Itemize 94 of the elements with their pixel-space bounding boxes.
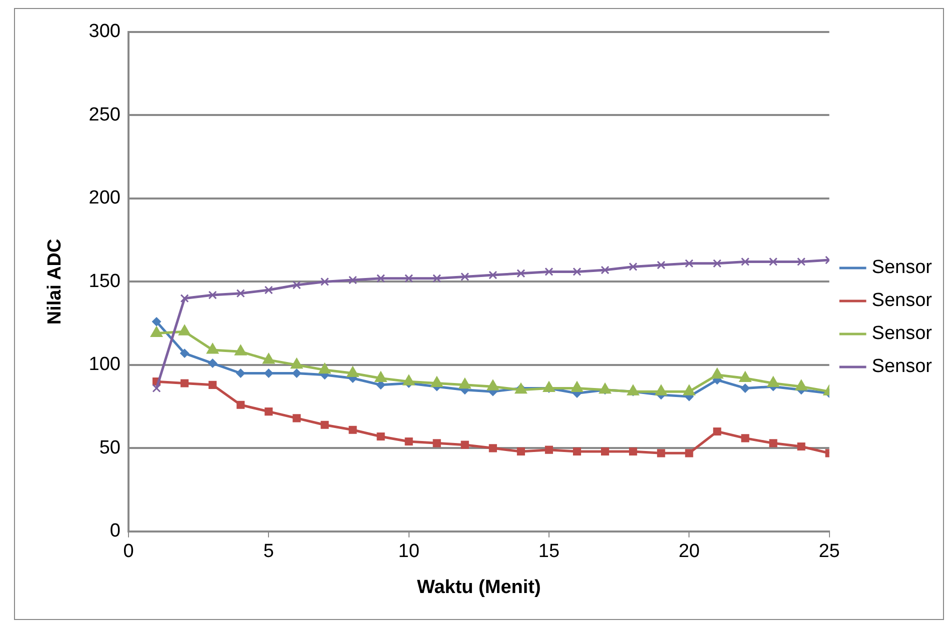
point bbox=[488, 270, 498, 280]
point bbox=[348, 426, 357, 434]
point bbox=[601, 447, 610, 456]
point bbox=[629, 447, 638, 456]
point bbox=[404, 437, 413, 446]
point bbox=[236, 289, 245, 298]
point bbox=[712, 259, 722, 268]
point bbox=[628, 262, 638, 272]
x-tick-label: 0 bbox=[123, 541, 134, 562]
point bbox=[795, 380, 808, 390]
legend-label: Sensor bbox=[872, 257, 933, 278]
y-tick-label: 50 bbox=[99, 437, 120, 458]
point bbox=[180, 294, 189, 303]
x-axis-title: Waktu (Menit) bbox=[416, 576, 541, 598]
point bbox=[656, 260, 666, 270]
x-tick-label: 25 bbox=[818, 541, 840, 562]
point bbox=[376, 274, 386, 283]
x-tick-label: 10 bbox=[398, 541, 420, 562]
point bbox=[570, 381, 584, 392]
y-tick-label: 100 bbox=[88, 354, 120, 376]
point bbox=[404, 274, 414, 283]
point bbox=[180, 379, 189, 388]
point bbox=[152, 384, 161, 393]
point bbox=[264, 286, 273, 294]
point bbox=[460, 272, 470, 281]
point bbox=[598, 382, 612, 394]
point bbox=[488, 444, 497, 452]
point bbox=[544, 267, 554, 276]
point bbox=[739, 371, 752, 382]
point bbox=[713, 427, 722, 436]
point bbox=[683, 384, 696, 396]
x-tick-label: 20 bbox=[678, 541, 700, 562]
point bbox=[542, 381, 556, 392]
point bbox=[178, 324, 191, 336]
point bbox=[264, 408, 273, 416]
point bbox=[206, 342, 219, 354]
point bbox=[236, 400, 245, 409]
point bbox=[150, 326, 163, 338]
point bbox=[544, 446, 554, 454]
y-tick-label: 300 bbox=[88, 21, 120, 42]
point bbox=[208, 290, 217, 300]
point bbox=[516, 447, 525, 456]
point bbox=[346, 366, 359, 378]
point bbox=[262, 352, 275, 364]
point bbox=[796, 257, 806, 266]
point bbox=[684, 259, 694, 268]
point bbox=[432, 439, 441, 448]
point bbox=[292, 368, 302, 378]
point bbox=[797, 442, 806, 451]
point bbox=[768, 257, 778, 266]
legend-label: Sensor bbox=[872, 290, 933, 312]
point bbox=[430, 376, 443, 387]
point bbox=[458, 378, 472, 389]
legend-label: Sensor bbox=[872, 356, 933, 378]
point bbox=[657, 449, 666, 458]
y-tick-label: 200 bbox=[88, 188, 120, 209]
point bbox=[769, 439, 778, 448]
point bbox=[208, 358, 218, 368]
point bbox=[264, 368, 274, 378]
legend-label: Sensor bbox=[872, 323, 933, 344]
point bbox=[234, 344, 247, 356]
point bbox=[318, 362, 331, 374]
x-tick-label: 5 bbox=[263, 541, 274, 562]
point bbox=[348, 276, 358, 284]
y-tick-label: 0 bbox=[110, 520, 120, 542]
y-tick-label: 250 bbox=[88, 104, 120, 126]
point bbox=[685, 449, 694, 458]
point bbox=[432, 274, 442, 283]
point bbox=[516, 269, 526, 278]
point bbox=[320, 420, 329, 429]
point bbox=[767, 376, 780, 387]
point bbox=[486, 380, 500, 390]
point bbox=[180, 348, 190, 358]
point bbox=[374, 371, 387, 382]
point bbox=[290, 358, 303, 369]
point bbox=[292, 280, 301, 290]
point bbox=[460, 440, 469, 449]
point bbox=[376, 432, 385, 441]
point bbox=[320, 277, 330, 286]
point bbox=[740, 257, 750, 266]
point bbox=[402, 374, 415, 386]
point bbox=[152, 317, 162, 326]
point bbox=[572, 267, 582, 276]
y-tick-label: 150 bbox=[88, 270, 120, 292]
point bbox=[711, 368, 724, 379]
point bbox=[741, 434, 750, 442]
point bbox=[292, 414, 301, 422]
point bbox=[208, 380, 217, 389]
x-tick-label: 15 bbox=[538, 541, 560, 562]
point bbox=[600, 266, 610, 274]
point bbox=[740, 384, 750, 393]
y-axis-title: Nilai ADC bbox=[44, 238, 66, 325]
point bbox=[572, 447, 582, 456]
point bbox=[654, 384, 668, 396]
